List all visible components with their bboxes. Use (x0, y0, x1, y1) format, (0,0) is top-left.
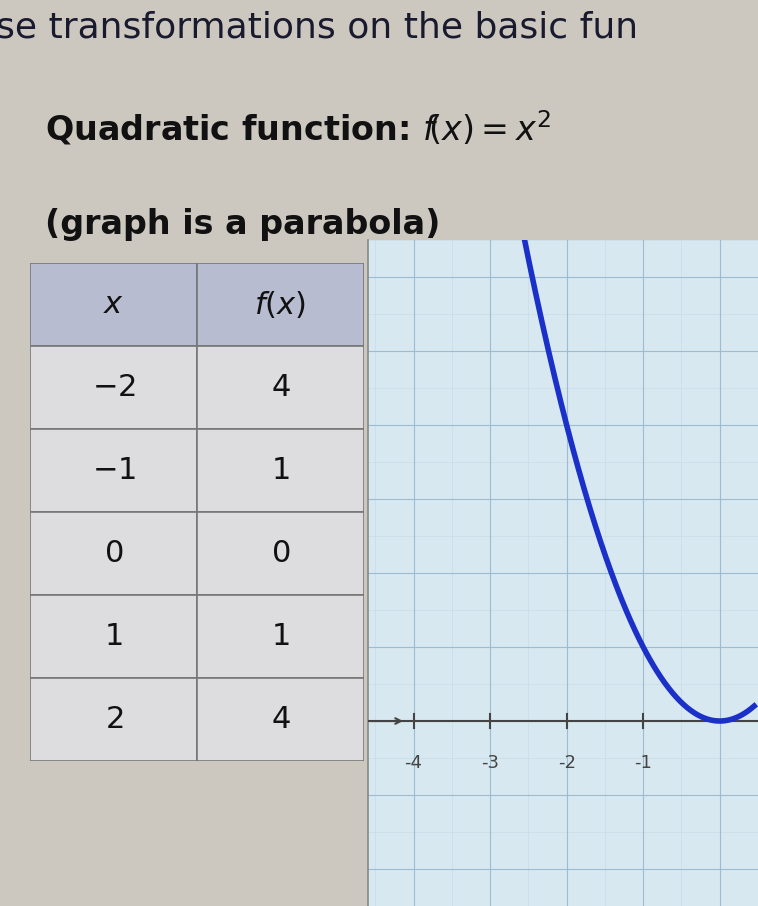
Bar (30, 512, 197, 595)
Text: $1$: $1$ (271, 622, 290, 651)
Bar (30, 595, 197, 678)
Text: se transformations on the basic fun: se transformations on the basic fun (0, 10, 638, 44)
Text: $x$: $x$ (103, 290, 124, 319)
Text: $4$: $4$ (271, 372, 290, 402)
Bar (30, 346, 197, 429)
Text: $f\left(x\right)$: $f\left(x\right)$ (255, 289, 306, 320)
Text: $4$: $4$ (271, 705, 290, 734)
Text: $1$: $1$ (105, 622, 123, 651)
Text: $0$: $0$ (104, 539, 124, 568)
Bar (197, 429, 364, 512)
Text: $-1$: $-1$ (92, 456, 136, 485)
Bar (30, 263, 197, 346)
Text: (graph is a parabola): (graph is a parabola) (45, 208, 441, 241)
Text: -3: -3 (481, 755, 499, 772)
Text: $0$: $0$ (271, 539, 290, 568)
Text: -4: -4 (405, 755, 422, 772)
Bar (197, 595, 364, 678)
Bar (197, 263, 364, 346)
Bar (197, 346, 364, 429)
Bar (197, 678, 364, 761)
Bar (197, 512, 364, 595)
Text: $2$: $2$ (105, 705, 123, 734)
Text: -1: -1 (634, 755, 652, 772)
Bar (30, 429, 197, 512)
Text: -2: -2 (558, 755, 575, 772)
Text: $-2$: $-2$ (92, 372, 136, 402)
Text: $1$: $1$ (271, 456, 290, 485)
Text: Quadratic function: $f\!\left(x\right)=x^{2}$: Quadratic function: $f\!\left(x\right)=x… (45, 109, 552, 148)
Bar (30, 678, 197, 761)
